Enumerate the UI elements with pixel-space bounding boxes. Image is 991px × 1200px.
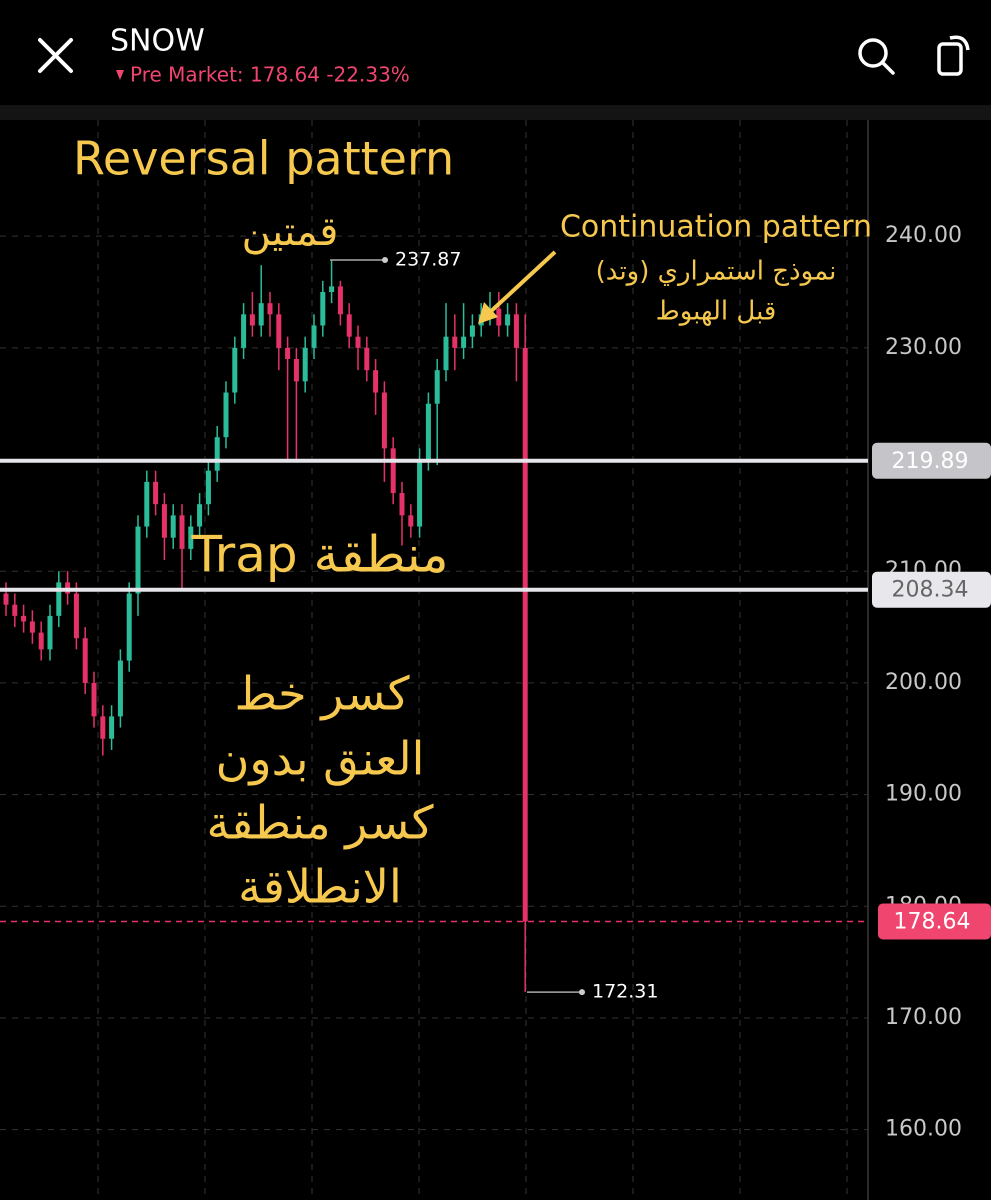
candle-body <box>47 615 53 650</box>
candle-body <box>188 526 194 549</box>
candle-body <box>126 593 132 661</box>
candle-body <box>91 682 97 717</box>
marker-label: 172.31 <box>592 981 658 1003</box>
candle-body <box>241 314 247 348</box>
candle-body <box>469 325 475 337</box>
candle-body <box>232 347 238 393</box>
down-icon <box>116 70 124 80</box>
candle-body <box>337 286 343 315</box>
marker-dot <box>579 989 585 996</box>
overlay: 237.87 172.31 219.89 208.34 178.64 <box>0 248 991 1003</box>
header-divider <box>0 105 991 120</box>
candle-body <box>249 314 255 326</box>
candle-body <box>12 604 18 616</box>
candle-body <box>100 716 106 739</box>
annotation: Reversal pattern <box>73 132 454 186</box>
annotation: العنق بدون <box>216 732 425 787</box>
candle-body <box>285 347 291 360</box>
annotation: قمتين <box>242 209 339 255</box>
candle-body <box>153 481 159 505</box>
candle-body <box>311 325 317 348</box>
marker-label: 237.87 <box>395 248 461 270</box>
candle-body <box>170 515 176 538</box>
candle-body <box>496 308 502 326</box>
candle-body <box>179 515 185 549</box>
candle-body <box>461 336 467 348</box>
candle-body <box>73 593 79 639</box>
annotation: كسر منطقة <box>206 796 433 851</box>
annotation: كسر خط <box>234 667 409 722</box>
candle-body <box>452 336 458 348</box>
marker-dot <box>382 256 388 263</box>
y-tick-label: 160.00 <box>885 1117 962 1142</box>
candle-body <box>346 314 352 337</box>
symbol: SNOW <box>110 24 205 59</box>
candle-body <box>258 303 264 326</box>
candle-body <box>434 370 440 404</box>
candle-body <box>109 716 115 739</box>
candle-body <box>205 470 211 505</box>
annotation: الانطلاقة <box>238 860 402 914</box>
current-price-label: 178.64 <box>894 909 971 934</box>
candle-body <box>320 291 326 326</box>
search-button[interactable] <box>858 38 895 75</box>
candle-body <box>3 593 9 605</box>
price-label: 219.89 <box>892 449 969 474</box>
candle-body <box>82 638 88 683</box>
market-status: Pre Market: 178.64 -22.33% <box>130 63 410 87</box>
y-tick-label: 190.00 <box>885 782 962 807</box>
candle-body <box>197 504 203 527</box>
candle-body <box>144 481 150 527</box>
y-tick-label: 240.00 <box>885 223 962 248</box>
current-price-box <box>878 903 991 940</box>
candle-body <box>29 621 35 633</box>
annotation: قبل الهبوط <box>656 297 777 327</box>
candle-body <box>329 286 335 292</box>
candle-body <box>513 314 519 348</box>
candle-body <box>276 314 282 348</box>
candle-body <box>302 347 308 382</box>
candle-body <box>214 437 220 471</box>
candle-body <box>161 504 167 538</box>
candle-body <box>522 347 528 922</box>
candle-body <box>505 314 511 326</box>
candle-body <box>364 347 370 371</box>
rotate-button[interactable] <box>937 35 970 76</box>
annotation: نموذج استمراري (وتد) <box>596 257 837 287</box>
price-label: 208.34 <box>892 578 969 603</box>
annotation: Continuation pattern <box>560 210 872 245</box>
candle-body <box>293 359 299 382</box>
close-button[interactable] <box>38 38 73 73</box>
candle-body <box>223 392 229 438</box>
candle-body <box>267 303 273 315</box>
candle-body <box>443 336 449 371</box>
price-label-box <box>872 442 991 479</box>
candle-body <box>408 515 414 527</box>
candle-body <box>355 336 361 348</box>
price-label-box <box>872 571 991 608</box>
candle-body <box>399 493 405 516</box>
candle-body <box>417 459 423 527</box>
candle-body <box>56 582 62 616</box>
candle-body <box>135 526 141 594</box>
annotation-arrow <box>478 250 557 324</box>
candle-body <box>373 370 379 393</box>
candle-body <box>425 403 431 460</box>
y-tick-label: 230.00 <box>885 335 962 360</box>
y-tick-label: 200.00 <box>885 670 962 695</box>
candle-body <box>38 632 44 650</box>
annotation: منطقة Trap <box>190 526 448 584</box>
candle-body <box>117 660 123 717</box>
candle-body <box>21 615 27 622</box>
candle-body <box>390 448 396 494</box>
candles <box>3 259 528 993</box>
candle-body <box>381 392 387 449</box>
y-tick-label: 170.00 <box>885 1005 962 1030</box>
